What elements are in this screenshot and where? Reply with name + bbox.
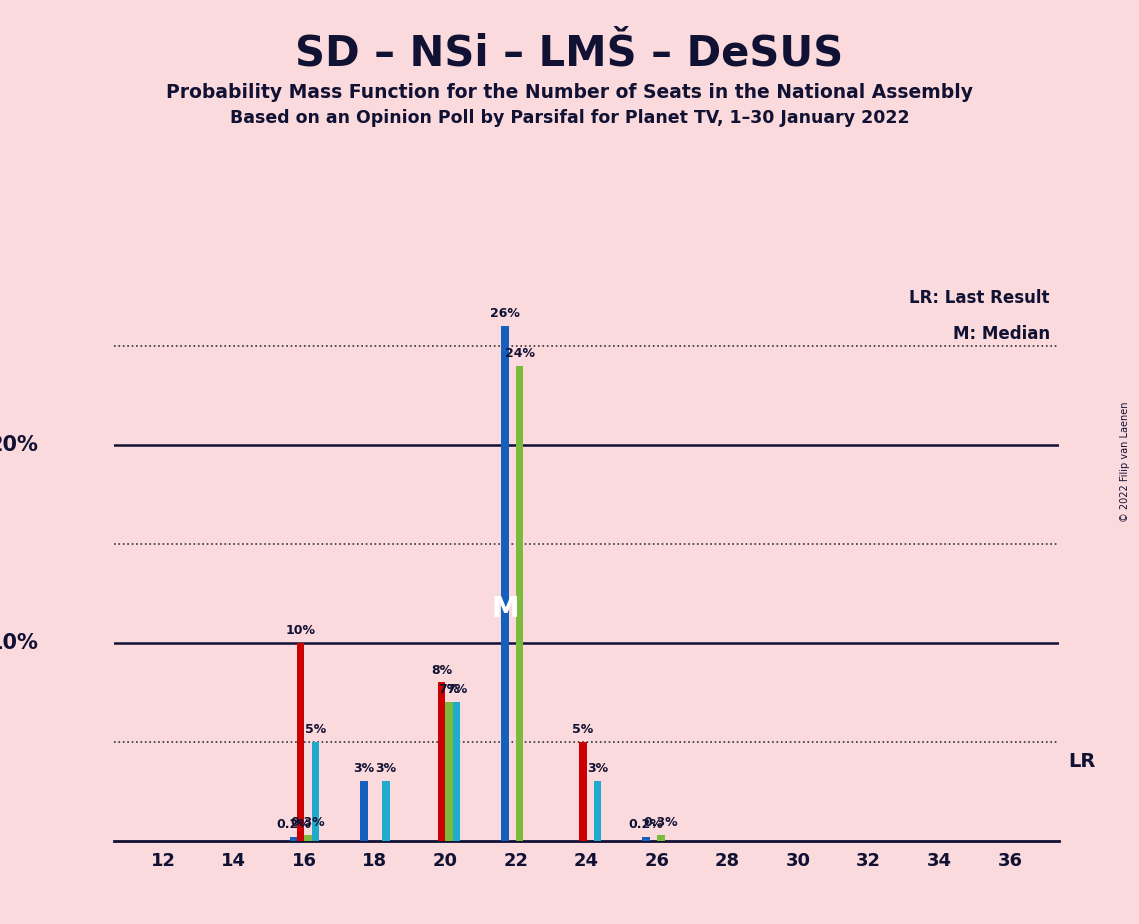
Bar	[439, 683, 445, 841]
Text: 20%: 20%	[0, 435, 39, 455]
Bar	[657, 835, 664, 841]
Bar	[297, 643, 304, 841]
Text: Based on an Opinion Poll by Parsifal for Planet TV, 1–30 January 2022: Based on an Opinion Poll by Parsifal for…	[230, 109, 909, 127]
Text: 26%: 26%	[490, 307, 519, 320]
Text: 7%: 7%	[446, 684, 467, 697]
Bar	[289, 837, 297, 841]
Bar	[360, 782, 368, 841]
Bar	[445, 702, 453, 841]
Text: 3%: 3%	[587, 762, 608, 775]
Bar	[304, 835, 312, 841]
Bar	[642, 837, 649, 841]
Text: 5%: 5%	[572, 723, 593, 736]
Bar	[595, 782, 601, 841]
Text: 3%: 3%	[353, 762, 375, 775]
Bar	[453, 702, 460, 841]
Text: Probability Mass Function for the Number of Seats in the National Assembly: Probability Mass Function for the Number…	[166, 83, 973, 103]
Text: M: Median: M: Median	[952, 325, 1050, 343]
Text: 8%: 8%	[432, 663, 452, 676]
Text: 0.2%: 0.2%	[276, 818, 311, 831]
Bar	[383, 782, 390, 841]
Text: 0.3%: 0.3%	[290, 816, 326, 829]
Bar	[501, 326, 509, 841]
Text: LR: LR	[1068, 752, 1096, 772]
Text: 10%: 10%	[0, 633, 39, 653]
Text: 5%: 5%	[305, 723, 326, 736]
Text: 10%: 10%	[286, 624, 316, 637]
Text: LR: Last Result: LR: Last Result	[909, 289, 1050, 307]
Text: 0.3%: 0.3%	[644, 816, 678, 829]
Text: © 2022 Filip van Laenen: © 2022 Filip van Laenen	[1120, 402, 1130, 522]
Text: 7%: 7%	[439, 684, 460, 697]
Bar	[312, 742, 319, 841]
Text: SD – NSi – LMŠ – DeSUS: SD – NSi – LMŠ – DeSUS	[295, 32, 844, 74]
Text: 24%: 24%	[505, 346, 534, 359]
Bar	[516, 366, 524, 841]
Bar	[579, 742, 587, 841]
Text: M: M	[491, 595, 518, 623]
Text: 3%: 3%	[376, 762, 396, 775]
Text: 0.2%: 0.2%	[629, 818, 663, 831]
